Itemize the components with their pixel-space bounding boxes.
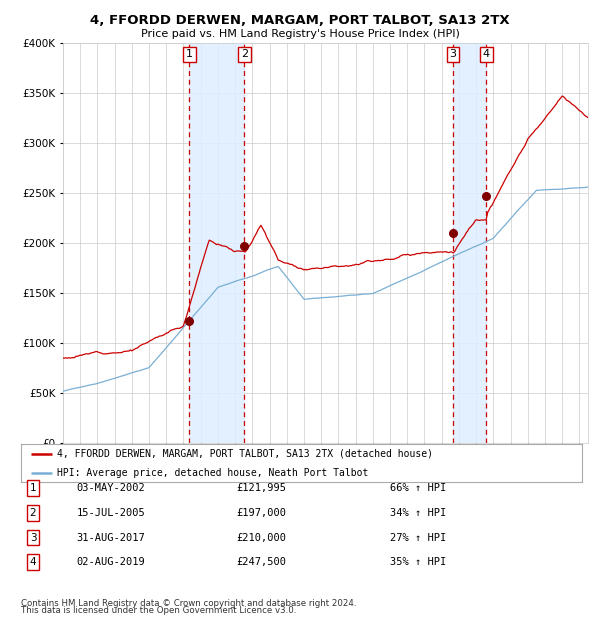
Bar: [453, 43, 486, 443]
Text: This data is licensed under the Open Government Licence v3.0.: This data is licensed under the Open Gov…: [21, 606, 296, 615]
Bar: [190, 43, 244, 443]
Text: £247,500: £247,500: [236, 557, 286, 567]
Text: 4: 4: [483, 50, 490, 60]
Text: 4, FFORDD DERWEN, MARGAM, PORT TALBOT, SA13 2TX (detached house): 4, FFORDD DERWEN, MARGAM, PORT TALBOT, S…: [58, 448, 433, 459]
Text: 1: 1: [29, 483, 37, 493]
Text: £210,000: £210,000: [236, 533, 286, 542]
Text: 66% ↑ HPI: 66% ↑ HPI: [390, 483, 446, 493]
Text: 27% ↑ HPI: 27% ↑ HPI: [390, 533, 446, 542]
Text: 4, FFORDD DERWEN, MARGAM, PORT TALBOT, SA13 2TX: 4, FFORDD DERWEN, MARGAM, PORT TALBOT, S…: [90, 14, 510, 27]
Text: 34% ↑ HPI: 34% ↑ HPI: [390, 508, 446, 518]
Text: 2: 2: [29, 508, 37, 518]
Text: HPI: Average price, detached house, Neath Port Talbot: HPI: Average price, detached house, Neat…: [58, 467, 369, 478]
Text: 3: 3: [449, 50, 457, 60]
Text: 02-AUG-2019: 02-AUG-2019: [77, 557, 145, 567]
Text: £121,995: £121,995: [236, 483, 286, 493]
Text: 1: 1: [186, 50, 193, 60]
Text: 03-MAY-2002: 03-MAY-2002: [77, 483, 145, 493]
Text: Price paid vs. HM Land Registry's House Price Index (HPI): Price paid vs. HM Land Registry's House …: [140, 29, 460, 39]
Text: 31-AUG-2017: 31-AUG-2017: [77, 533, 145, 542]
Text: 4: 4: [29, 557, 37, 567]
Text: £197,000: £197,000: [236, 508, 286, 518]
Text: 2: 2: [241, 50, 248, 60]
Text: Contains HM Land Registry data © Crown copyright and database right 2024.: Contains HM Land Registry data © Crown c…: [21, 598, 356, 608]
Text: 15-JUL-2005: 15-JUL-2005: [77, 508, 145, 518]
Text: 3: 3: [29, 533, 37, 542]
Text: 35% ↑ HPI: 35% ↑ HPI: [390, 557, 446, 567]
